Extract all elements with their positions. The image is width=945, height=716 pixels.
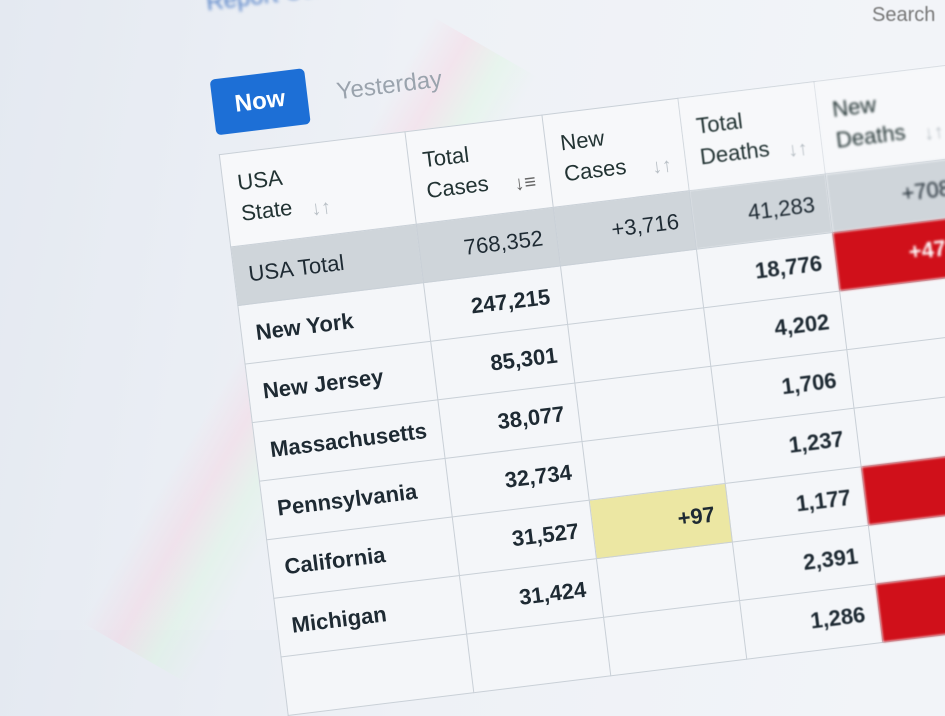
tab-now[interactable]: Now [209, 68, 311, 136]
sort-icon[interactable]: ↓↑ [309, 195, 333, 221]
sort-icon[interactable]: ↓↑ [650, 153, 674, 179]
states-table: USA State ↓↑ Total Cases ↓≡ New Cases ↓↑ Total… [218, 51, 945, 716]
sort-icon[interactable]: ↓≡ [513, 170, 538, 196]
column-label: New Deaths [830, 92, 907, 153]
day-tabs: Now Yesterday [209, 52, 446, 136]
column-label: Total Cases [421, 142, 490, 204]
column-header-new-deaths[interactable]: New Deaths ↓↑ [814, 64, 945, 174]
column-header-total-deaths[interactable]: Total Deaths ↓↑ [678, 81, 826, 191]
report-link[interactable]: Report Coronavirus [205, 0, 415, 18]
sort-icon[interactable]: ↓↑ [922, 120, 945, 145]
column-label: New Cases [558, 125, 628, 187]
column-label: USA State [235, 165, 294, 226]
search-label[interactable]: Search [872, 4, 936, 26]
sort-icon[interactable]: ↓↑ [786, 137, 810, 162]
column-label: Total Deaths [694, 108, 771, 170]
tab-yesterday[interactable]: Yesterday [335, 65, 444, 106]
column-header-new-cases[interactable]: New Cases ↓↑ [542, 98, 690, 208]
column-header-total-cases[interactable]: Total Cases ↓≡ [404, 114, 554, 225]
